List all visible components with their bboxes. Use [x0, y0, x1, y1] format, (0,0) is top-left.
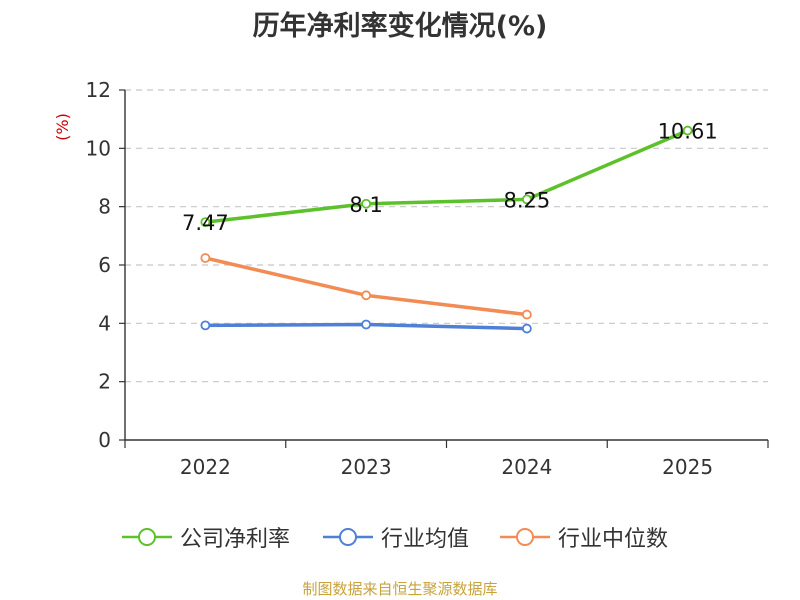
legend-label-industry-median: 行业中位数 — [558, 527, 669, 552]
series-line — [205, 128, 689, 224]
y-tick-label: 0 — [98, 428, 111, 452]
x-tick-label: 2025 — [662, 455, 713, 479]
data-point[interactable] — [521, 309, 532, 320]
data-label: 8.25 — [503, 188, 550, 212]
data-point[interactable] — [521, 323, 532, 334]
data-label: 8.1 — [349, 193, 382, 217]
y-tick-label: 10 — [86, 136, 111, 160]
data-label: 7.47 — [182, 211, 229, 235]
legend-label-industry-mean: 行业均值 — [381, 527, 470, 552]
source-note: 制图数据来自恒生聚源数据库 — [302, 580, 498, 598]
chart-title: 历年净利率变化情况(%) — [252, 11, 548, 42]
data-point[interactable] — [200, 217, 211, 228]
y-tick-label: 4 — [98, 311, 111, 335]
y-tick-label: 12 — [86, 78, 111, 102]
legend-label-company: 公司净利率 — [180, 527, 291, 552]
data-label: 10.61 — [658, 120, 718, 144]
y-tick-label: 2 — [98, 370, 111, 394]
series-line — [204, 256, 528, 317]
y-axis-label: (%) — [53, 113, 72, 141]
axes: 0 2 4 6 8 10 12 2022 2023 2024 2025 — [86, 78, 769, 479]
data-point[interactable] — [361, 319, 372, 330]
y-tick-label: 6 — [98, 253, 111, 277]
data-point[interactable] — [200, 253, 211, 263]
data-point[interactable] — [200, 320, 211, 331]
legend-marker-industry-mean — [323, 528, 373, 546]
series-lines — [200, 125, 693, 334]
legend-marker-company — [122, 528, 172, 546]
legend-item-industry-mean[interactable]: 行业均值 — [323, 520, 469, 554]
data-point[interactable] — [361, 290, 372, 301]
x-tick-label: 2023 — [341, 455, 392, 479]
grid-lines — [125, 89, 768, 383]
x-tick-label: 2022 — [180, 455, 231, 479]
legend-item-industry-median[interactable]: 行业中位数 — [500, 520, 668, 554]
x-tick-label: 2024 — [501, 455, 552, 479]
data-point[interactable] — [682, 125, 693, 136]
legend: 公司净利率 行业均值 行业中位数 — [0, 520, 800, 554]
data-point[interactable] — [361, 198, 372, 209]
legend-marker-industry-median — [500, 528, 550, 546]
legend-item-company[interactable]: 公司净利率 — [122, 520, 290, 554]
y-tick-label: 8 — [98, 195, 111, 219]
data-labels: 7.47 8.1 8.25 10.61 — [182, 120, 718, 236]
data-point[interactable] — [521, 194, 532, 205]
